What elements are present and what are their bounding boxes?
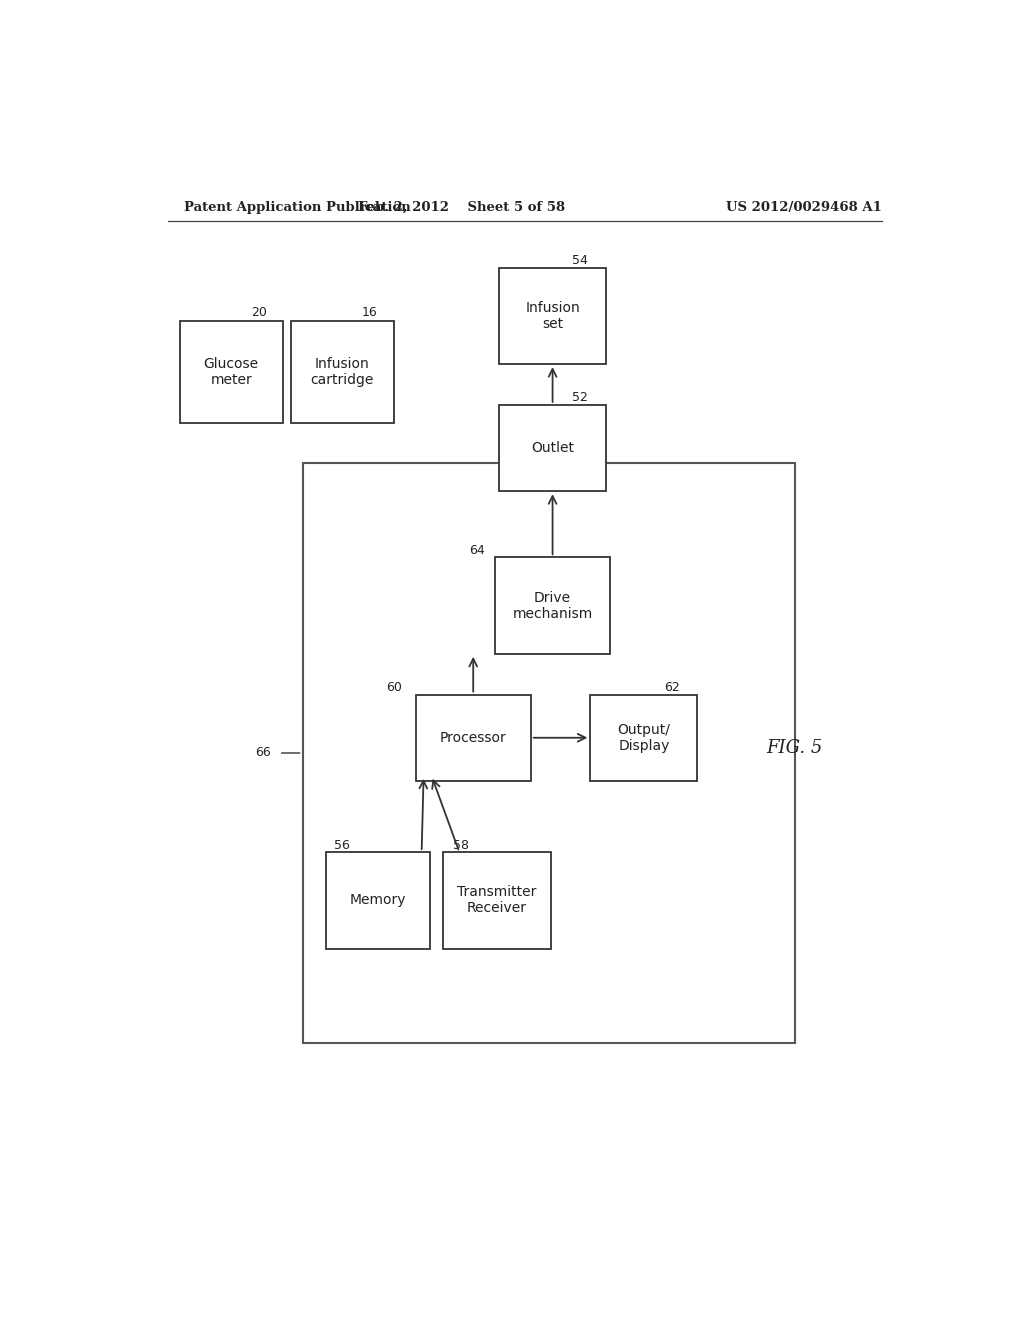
- FancyBboxPatch shape: [443, 853, 551, 949]
- Text: 54: 54: [572, 255, 589, 267]
- Text: Transmitter
Receiver: Transmitter Receiver: [458, 886, 537, 916]
- Text: FIG. 5: FIG. 5: [766, 739, 823, 756]
- Text: Infusion
cartridge: Infusion cartridge: [310, 356, 374, 387]
- Text: 60: 60: [386, 681, 401, 694]
- Text: 62: 62: [664, 681, 680, 694]
- Text: 58: 58: [454, 838, 469, 851]
- FancyBboxPatch shape: [499, 268, 606, 364]
- Text: 52: 52: [572, 391, 589, 404]
- FancyBboxPatch shape: [499, 405, 606, 491]
- FancyBboxPatch shape: [495, 557, 610, 653]
- Text: Processor: Processor: [440, 731, 507, 744]
- FancyBboxPatch shape: [179, 321, 283, 422]
- Text: Outlet: Outlet: [531, 441, 574, 455]
- Text: 64: 64: [469, 544, 485, 557]
- FancyBboxPatch shape: [291, 321, 394, 422]
- Text: 66: 66: [255, 747, 270, 759]
- Text: Output/
Display: Output/ Display: [617, 722, 671, 752]
- Text: Glucose
meter: Glucose meter: [204, 356, 259, 387]
- Text: 16: 16: [362, 306, 378, 319]
- FancyBboxPatch shape: [590, 694, 697, 781]
- Text: Feb. 2, 2012    Sheet 5 of 58: Feb. 2, 2012 Sheet 5 of 58: [357, 201, 565, 214]
- Text: US 2012/0029468 A1: US 2012/0029468 A1: [726, 201, 882, 214]
- FancyBboxPatch shape: [416, 694, 530, 781]
- Text: Patent Application Publication: Patent Application Publication: [183, 201, 411, 214]
- FancyBboxPatch shape: [327, 853, 430, 949]
- Text: 56: 56: [334, 838, 350, 851]
- Text: Infusion
set: Infusion set: [525, 301, 580, 331]
- Text: Drive
mechanism: Drive mechanism: [512, 590, 593, 620]
- Text: Memory: Memory: [350, 894, 407, 907]
- Text: 20: 20: [251, 306, 267, 319]
